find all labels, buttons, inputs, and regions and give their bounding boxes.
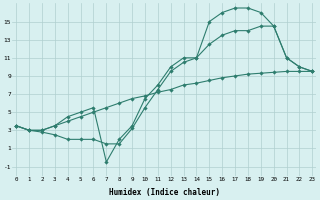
X-axis label: Humidex (Indice chaleur): Humidex (Indice chaleur) — [109, 188, 220, 197]
